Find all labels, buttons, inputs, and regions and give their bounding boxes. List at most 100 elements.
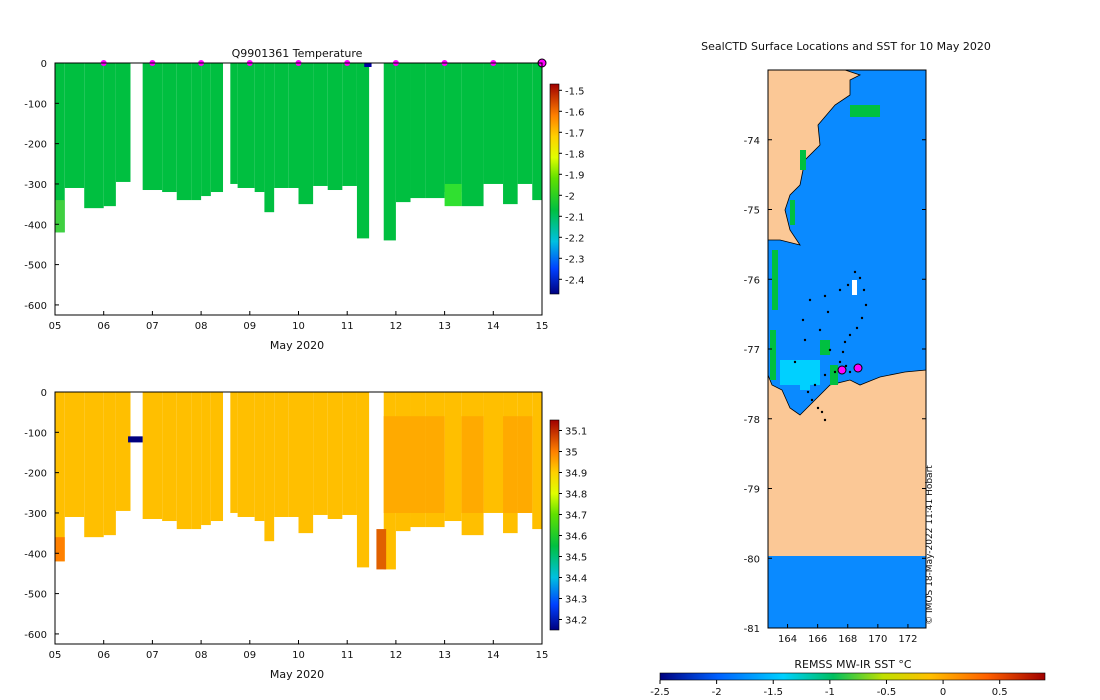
profile-column [461,63,484,207]
x-tick-label: 10 [292,650,305,661]
profile-column [55,392,65,562]
x-tick-label: 09 [243,650,256,661]
profile-column [103,392,116,536]
profile-column [264,392,275,542]
track-point [864,303,868,307]
x-tick-label: 07 [146,321,159,332]
colorbar-tick-label: -2 [565,191,575,202]
track-point [843,340,847,344]
x-tick-label: 14 [487,650,500,661]
salinity-shade [410,416,426,513]
map-x-tick-label: 170 [868,634,887,645]
track-point [838,360,842,364]
colorbar-tick-label: -2.4 [565,275,585,286]
profile-column [483,63,504,184]
profile-column [532,63,542,201]
track-point [816,406,820,410]
profile-column [84,392,104,538]
y-tick-label: 0 [41,59,47,70]
track-point [838,288,842,292]
track-point [823,418,827,422]
profile-column [327,63,343,191]
salinity-panel: 05 06 07 08 09 10 11 12 13 14 15 0 -100 -200 -300 -400 -… [24,388,587,681]
x-tick-label: 09 [243,321,256,332]
salinity-shade [461,416,484,513]
x-tick-label: 13 [438,321,451,332]
profile-column [288,392,299,517]
y-tick-label: -100 [24,428,47,439]
map-ticks: 164 166 168 170 172 -74 -75 -76 -77 -78 -79 -80 -81 [744,136,926,645]
track-point [803,338,807,342]
track-point [862,288,866,292]
fresh-patch [128,436,143,443]
map-y-tick-label: -80 [744,554,760,565]
y-tick-label: -200 [24,469,47,480]
y-tick-label: -300 [24,180,47,191]
salinity-xlabel: May 2020 [270,668,324,681]
map-y-tick-label: -81 [744,624,760,635]
track-point [810,398,814,402]
y-tick-label: -300 [24,509,47,520]
x-tick-label: 13 [438,650,451,661]
map-x-tick-label: 166 [808,634,827,645]
profile-column [201,392,211,526]
x-tick-label: 06 [97,321,110,332]
track-point [833,370,837,374]
southern-ocean-block [768,556,926,628]
track-point [813,383,817,387]
y-tick-label: -600 [24,301,47,312]
x-tick-label: 05 [49,321,62,332]
profile-column [176,63,192,201]
profile-column [84,63,104,209]
seal-location-marker [853,363,863,373]
profile-column [115,63,131,182]
profile-column [64,392,85,517]
profile-column [210,392,224,522]
colorbar-tick-label: -1.8 [565,149,585,160]
x-tick-label: 12 [390,650,403,661]
temperature-section [55,58,547,241]
missing-data-gap [852,280,857,295]
x-tick-label: 05 [49,650,62,661]
colorbar-tick-label: 34.5 [565,553,587,564]
salinity-colorbar [549,419,560,631]
profile-column [142,63,163,191]
colorbar-tick-label: 34.6 [565,532,587,543]
warm-patch [444,183,462,207]
colorbar-tick-label: -1.7 [565,128,585,139]
track-point [823,294,827,298]
x-tick-label: 08 [195,321,208,332]
y-tick-label: 0 [41,388,47,399]
profile-column [210,63,224,193]
colorbar-tick-label: -2.1 [565,212,585,223]
colorbar-tick-label: 34.7 [565,511,587,522]
profile-column [444,63,462,193]
profile-column [274,63,289,188]
y-tick-label: -200 [24,140,47,151]
sst-colorbar-tick-label: -1 [825,687,835,698]
colorbar-tick-label: -1.9 [565,170,585,181]
salinity-section [55,392,542,570]
profile-column [55,63,65,233]
profile-column [383,63,396,241]
profile-column [503,63,518,205]
profile-column [410,63,426,199]
profile-column [274,392,289,517]
colorbar-tick-label: 34.4 [565,574,587,585]
x-tick-label: 10 [292,321,305,332]
profile-column [298,63,314,205]
salty-patch [376,529,387,570]
track-point [860,316,864,320]
y-tick-label: -500 [24,590,47,601]
x-tick-label: 15 [536,321,549,332]
map-y-tick-label: -79 [744,485,760,496]
track-point [828,348,832,352]
colorbar-tick-label: -2.3 [565,254,585,265]
profile-column [64,63,85,188]
y-tick-label: -600 [24,630,47,641]
ice-edge-patches [770,105,880,390]
profile-column [230,392,238,513]
salinity-shade [517,416,533,513]
profile-column [162,63,177,193]
